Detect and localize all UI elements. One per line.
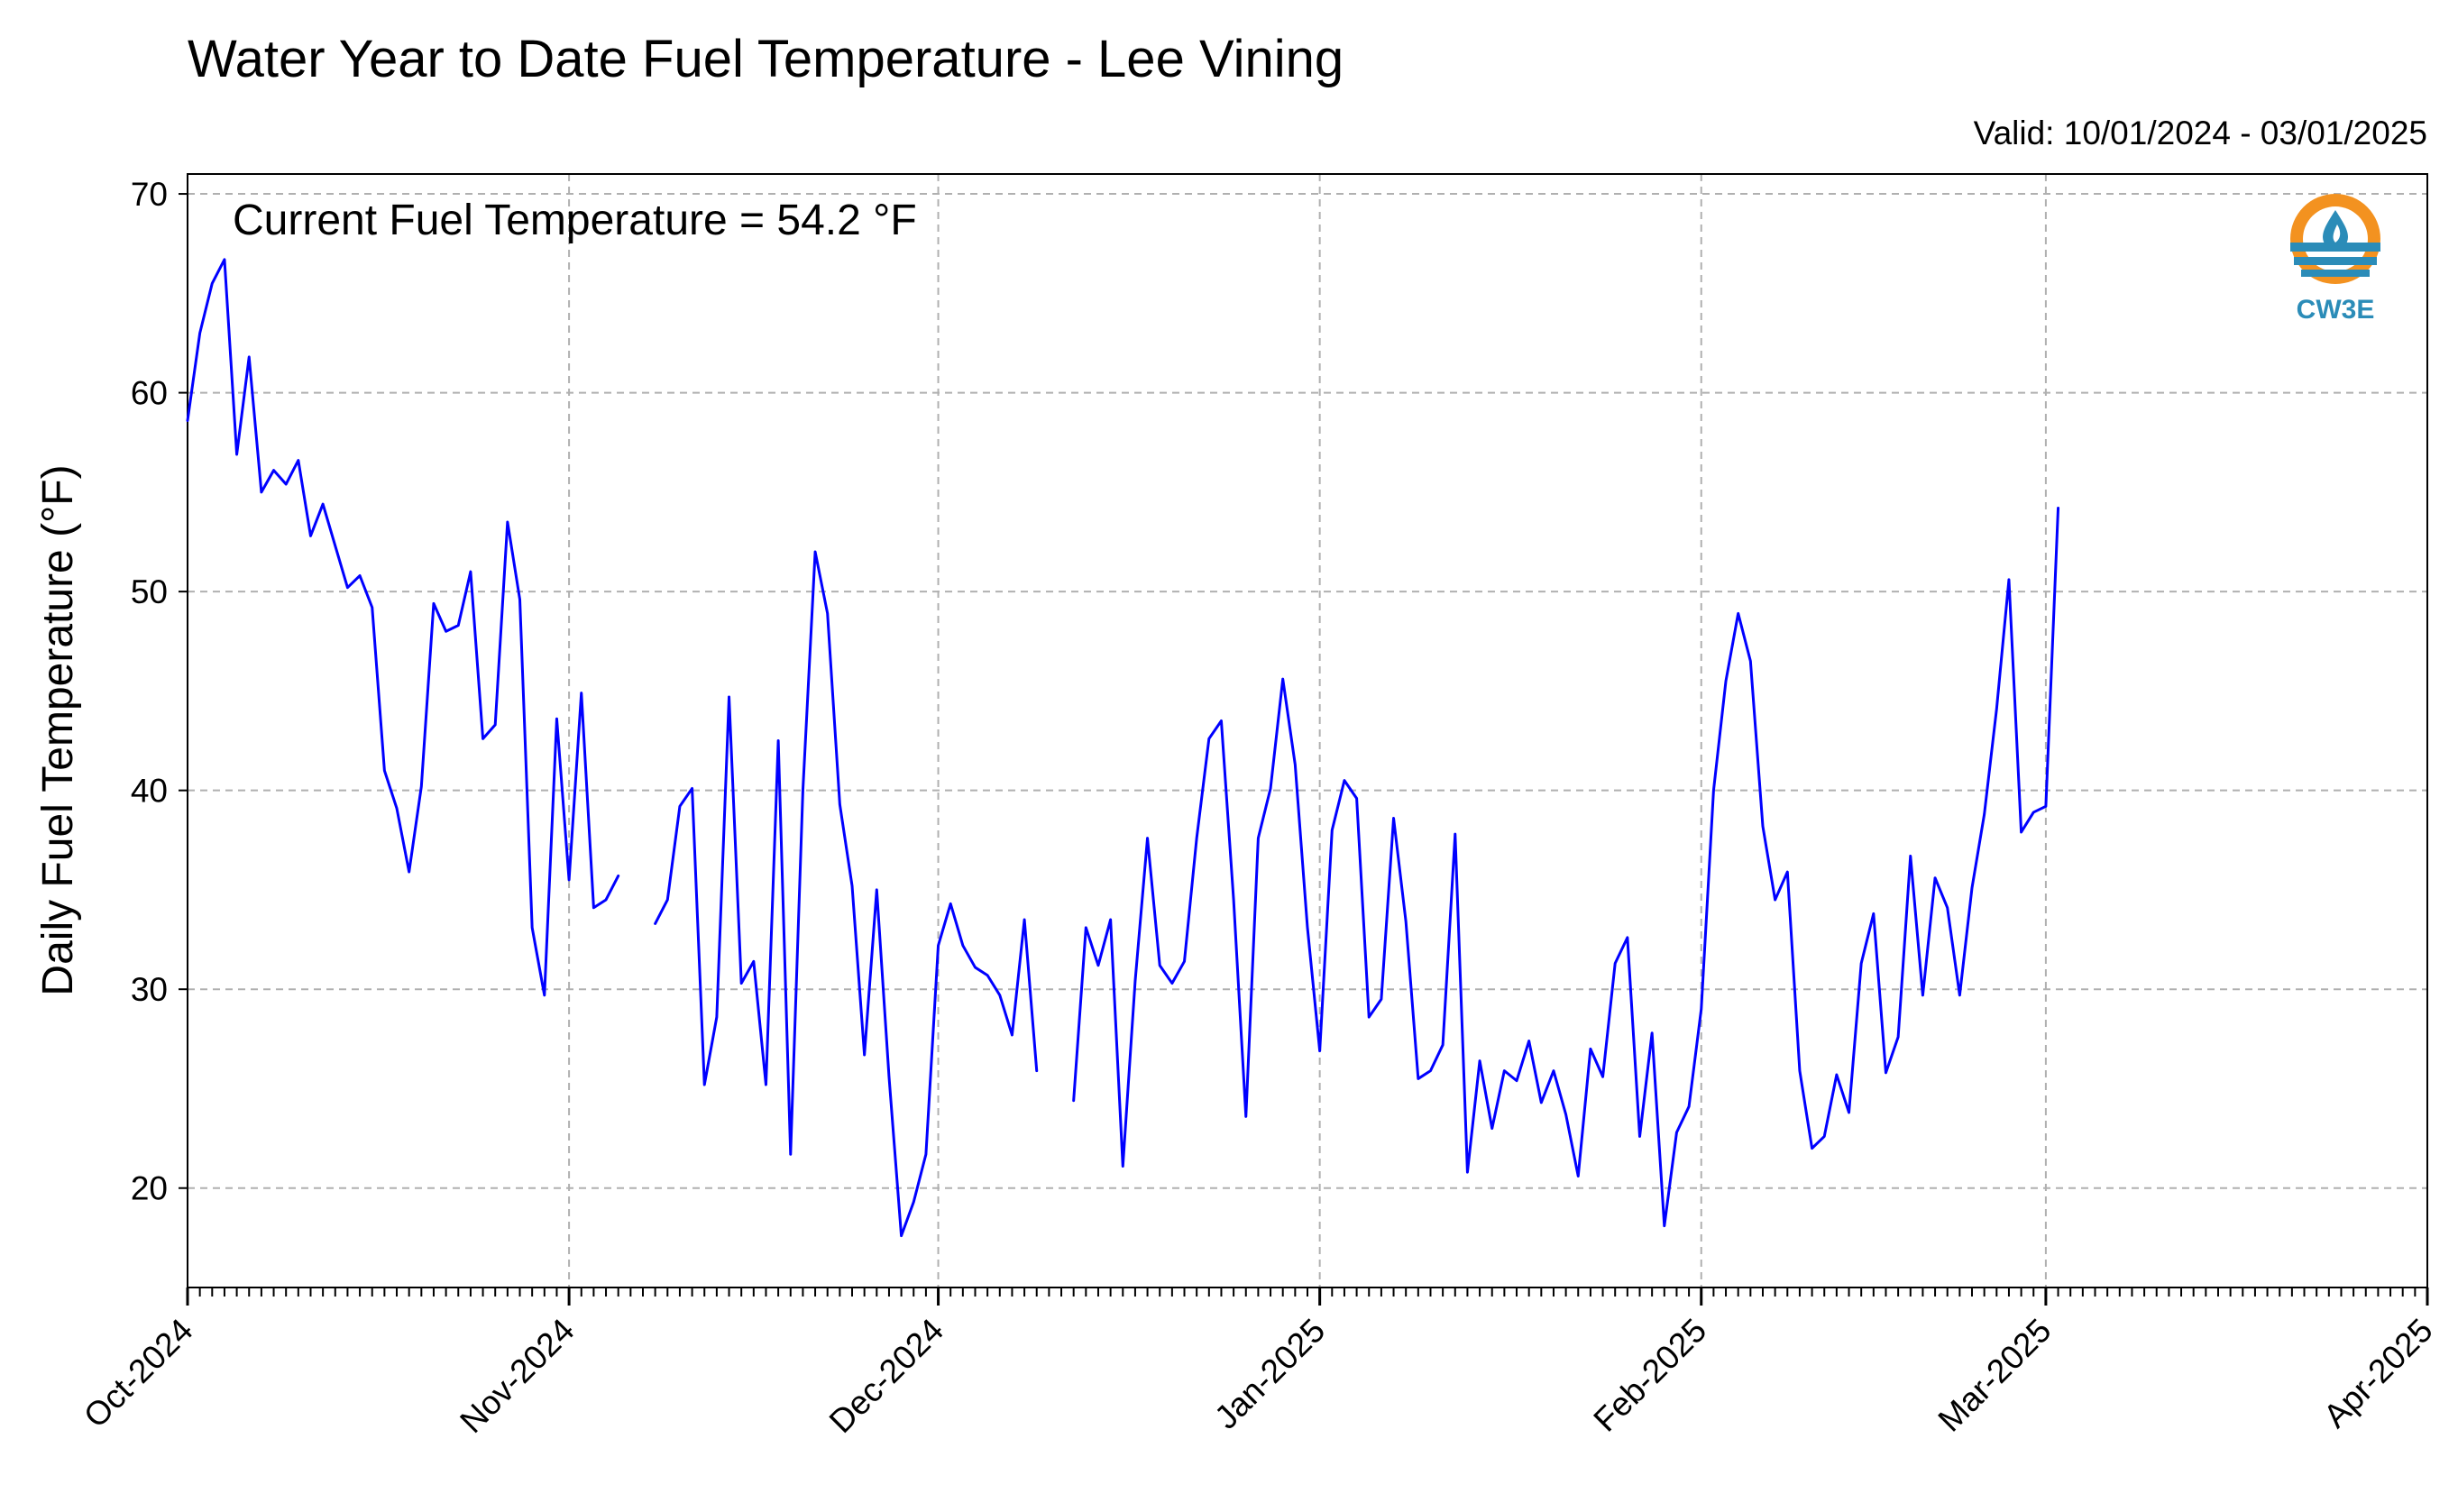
chart-title: Water Year to Date Fuel Temperature - Le…	[188, 30, 1344, 88]
y-tick-label: 60	[131, 375, 168, 412]
y-tick-marks	[179, 193, 188, 1189]
series-line	[186, 258, 2060, 1238]
y-axis-label: Daily Fuel Temperature (°F)	[34, 464, 82, 995]
chart-subtitle: Valid: 10/01/2024 - 03/01/2025	[1974, 115, 2427, 151]
x-minor-ticks	[187, 1287, 2428, 1297]
x-major-ticks	[186, 1287, 2429, 1306]
logo-text: CW3E	[2297, 295, 2375, 325]
cw3e-logo: CW3E	[2290, 194, 2380, 325]
logo-wave-band-3	[2301, 270, 2370, 277]
y-tick-label: 50	[131, 573, 168, 610]
y-tick-label: 30	[131, 971, 168, 1008]
grid	[188, 174, 2427, 1287]
y-tick-label: 20	[131, 1170, 168, 1207]
y-tick-label: 40	[131, 773, 168, 810]
current-temperature-annotation: Current Fuel Temperature = 54.2 °F	[233, 197, 917, 244]
logo-wave-band-2	[2294, 257, 2377, 265]
logo-flame-icon	[2333, 225, 2341, 243]
y-tick-label: 70	[131, 176, 168, 213]
y-tick-labels: 20 30 40 50 60 70	[131, 176, 168, 1207]
fuel-temperature-series-line	[186, 258, 2060, 1238]
